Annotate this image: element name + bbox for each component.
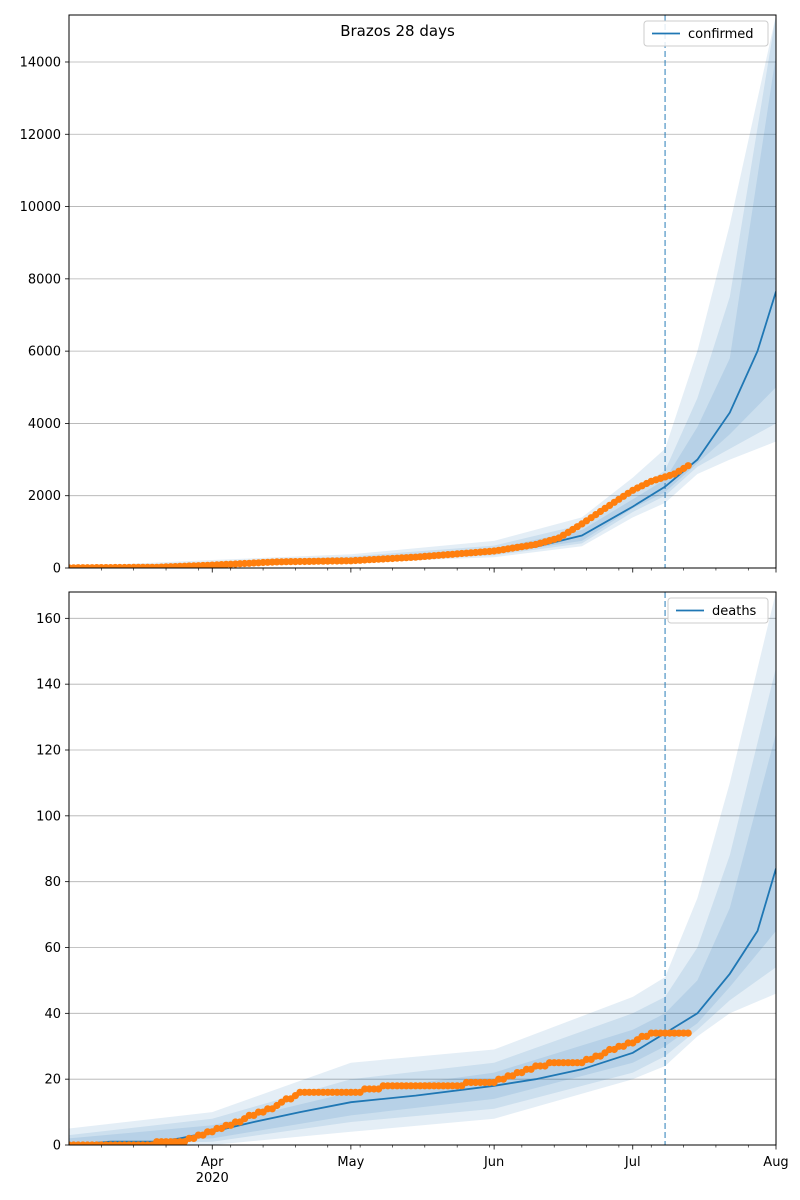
axes-frame (68, 591, 777, 1146)
uncertainty-band (69, 733, 776, 1145)
x-tick-label: Jun (483, 1155, 504, 1170)
y-tick-label: 0 (53, 562, 61, 577)
legend-label: deaths (712, 604, 757, 619)
observed-point (684, 1029, 692, 1037)
y-tick-label: 12000 (20, 128, 61, 143)
x-tick-label: Jul (624, 1155, 641, 1170)
y-tick-label: 40 (44, 1007, 61, 1022)
legend-label: confirmed (688, 27, 754, 42)
model-line (69, 291, 776, 568)
y-tick-label: 140 (36, 678, 61, 693)
y-tick-label: 14000 (20, 55, 61, 70)
y-tick-label: 4000 (28, 417, 61, 432)
x-tick-year-label: 2020 (196, 1171, 229, 1186)
y-tick-label: 0 (53, 1139, 61, 1154)
y-tick-label: 8000 (28, 272, 61, 287)
uncertainty-band (69, 592, 776, 1145)
x-tick-label: May (337, 1155, 364, 1170)
y-tick-label: 100 (36, 809, 61, 824)
y-tick-label: 60 (44, 941, 61, 956)
y-tick-label: 20 (44, 1073, 61, 1088)
confirmed-panel: 0 2000 4000 6000 8000 10000 12000 14000 Brazos 2… (20, 14, 777, 577)
x-tick-label: Apr (201, 1155, 224, 1170)
observed-point (684, 462, 692, 470)
x-tick-label: Aug (763, 1155, 788, 1170)
y-tick-label: 120 (36, 744, 61, 759)
y-tick-label: 6000 (28, 345, 61, 360)
y-tick-label: 80 (44, 875, 61, 890)
y-tick-label: 10000 (20, 200, 61, 215)
y-tick-label: 160 (36, 612, 61, 627)
legend-box (643, 20, 769, 47)
uncertainty-band (69, 667, 776, 1145)
legend-box (667, 597, 769, 624)
axes-frame (68, 14, 777, 569)
chart-title: Brazos 28 days (340, 22, 455, 40)
y-tick-label: 2000 (28, 489, 61, 504)
